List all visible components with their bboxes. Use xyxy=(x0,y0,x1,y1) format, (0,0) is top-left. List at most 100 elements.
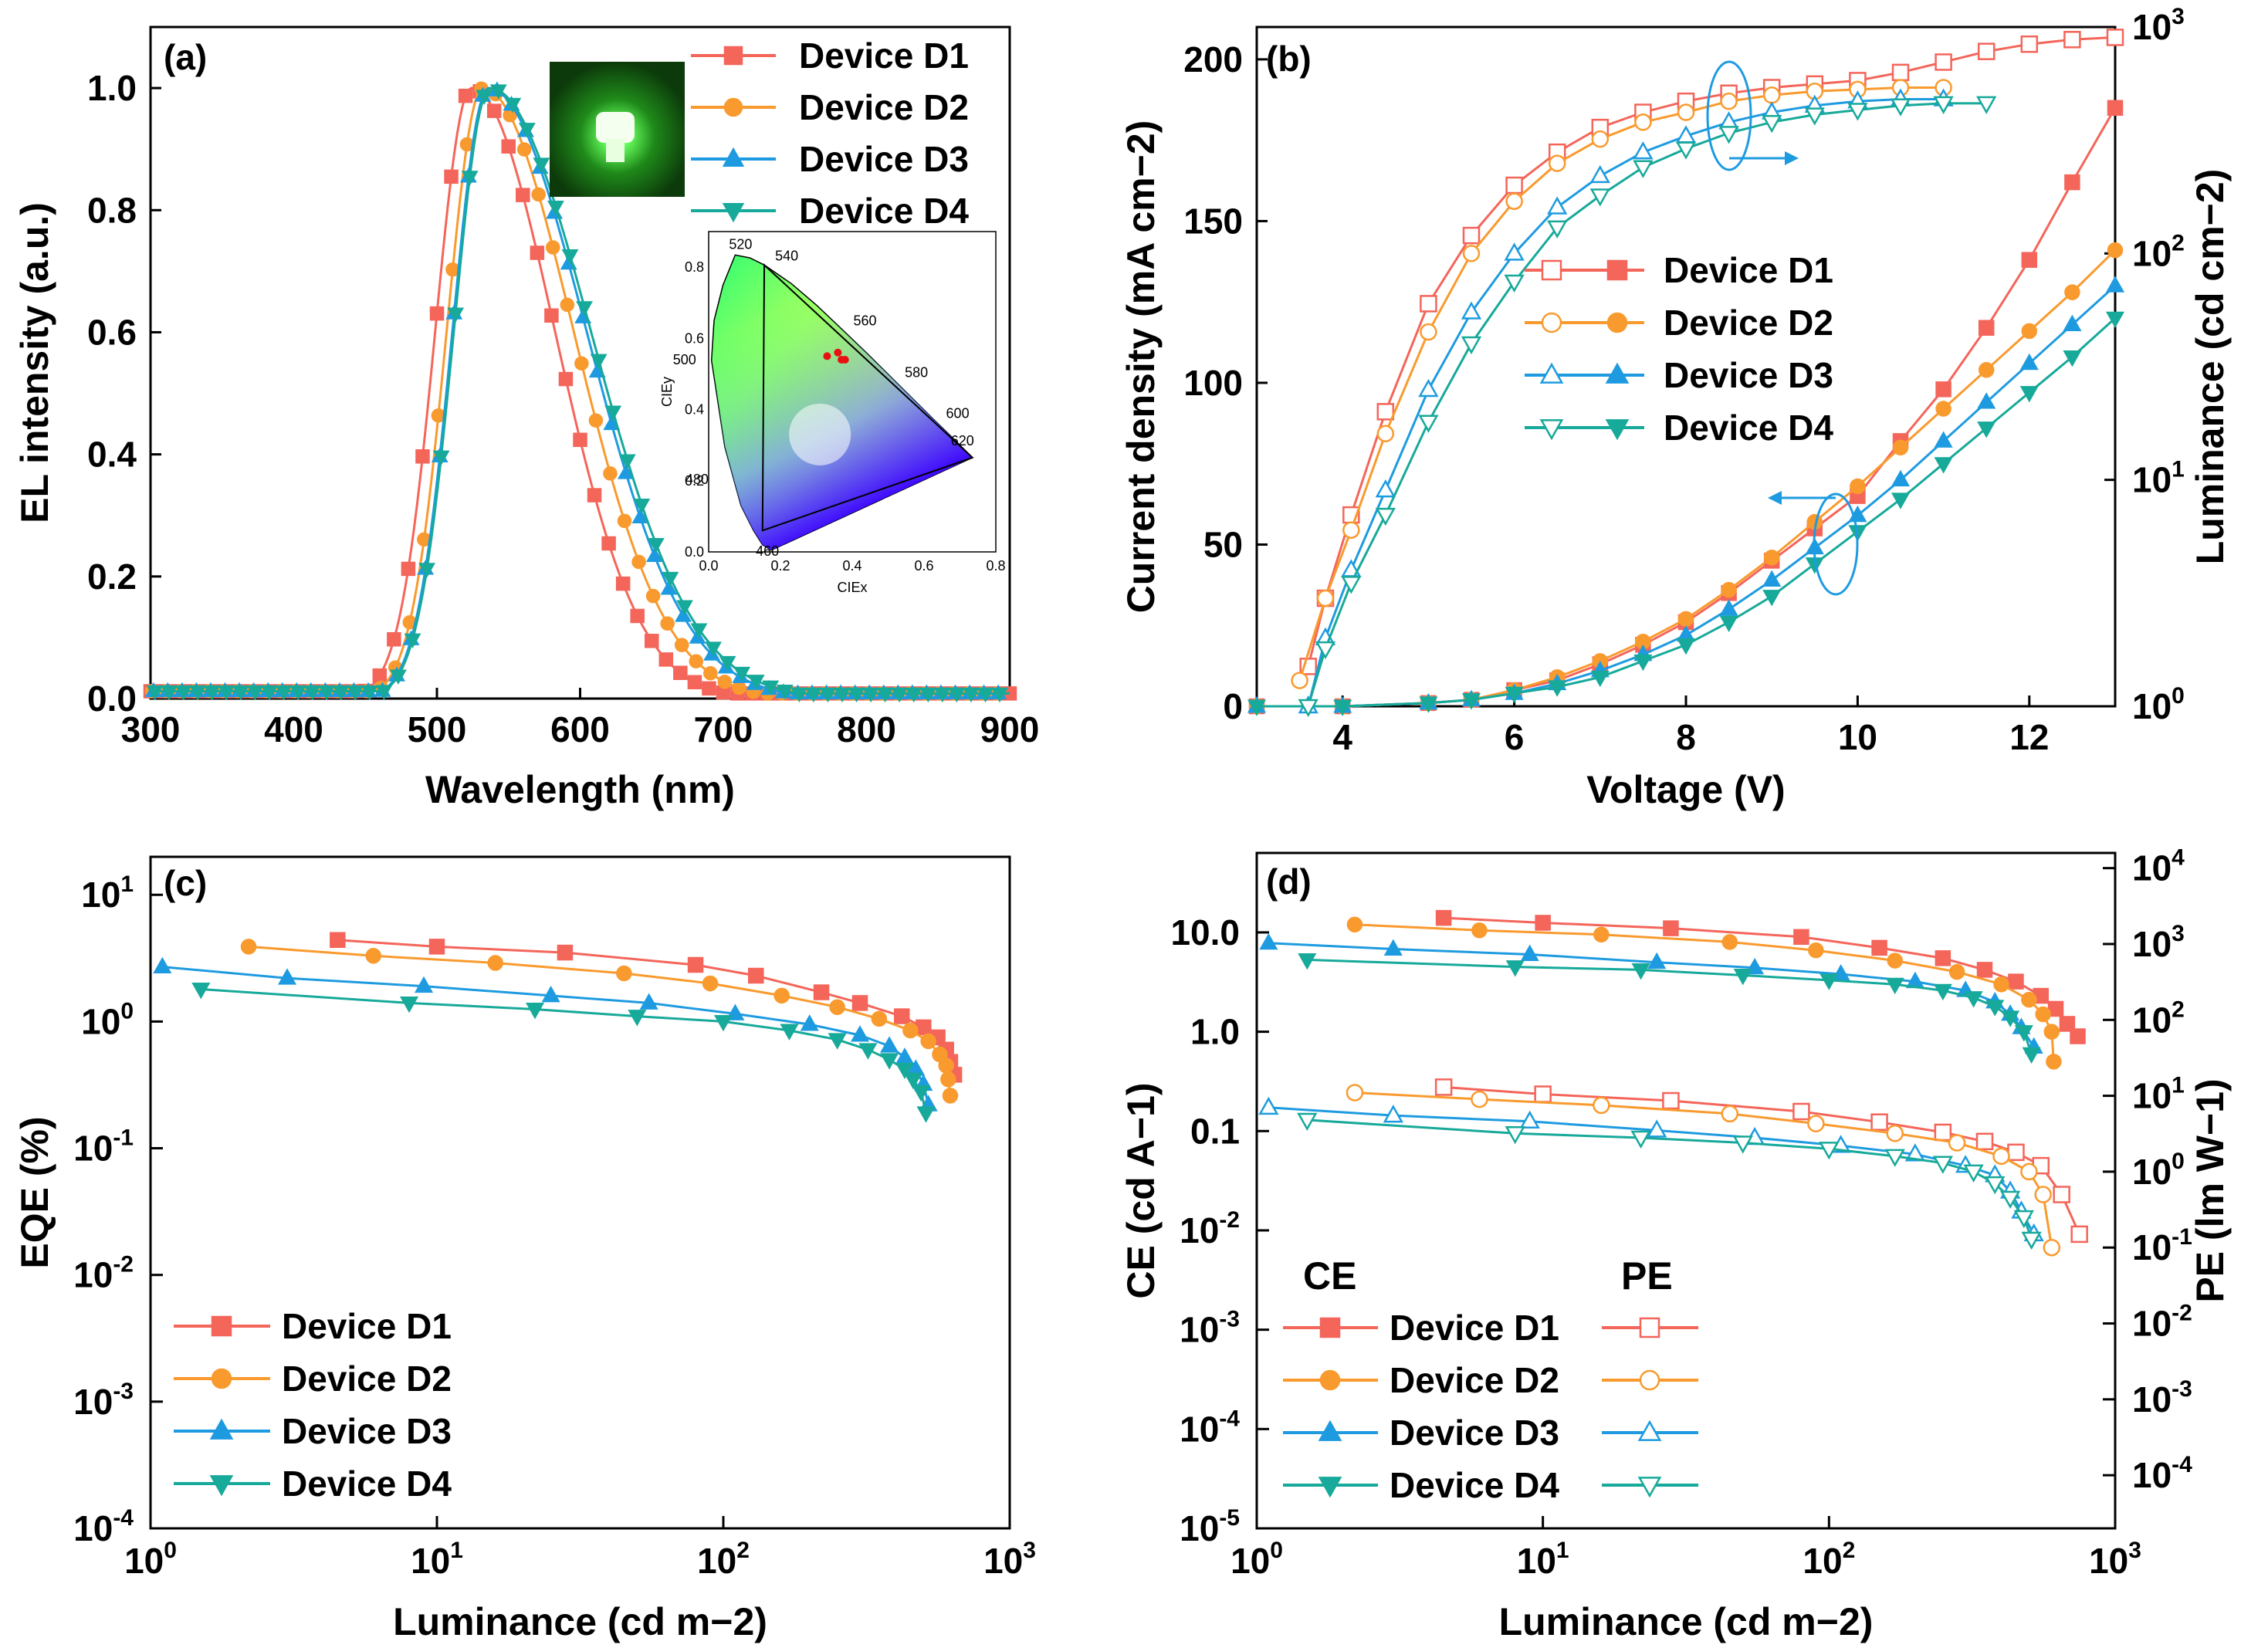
data-point xyxy=(1375,479,1396,498)
data-point xyxy=(1291,672,1308,689)
data-point xyxy=(387,632,401,647)
data-point xyxy=(2046,1054,2062,1070)
data-point xyxy=(645,588,661,604)
data-point xyxy=(1719,599,1738,616)
data-point xyxy=(1948,1134,1966,1152)
ce-line xyxy=(1307,958,2033,1054)
panel-c: 100 101 102 103 10-4 10-3 10-2 10-1 100 101 Lumina… xyxy=(13,855,1036,1643)
data-point xyxy=(645,634,659,648)
data-point xyxy=(2063,350,2082,367)
data-point xyxy=(1721,1105,1739,1123)
legend-marker xyxy=(1318,1420,1342,1441)
y-tick-label: 0.4 xyxy=(87,435,137,475)
data-point xyxy=(261,685,278,701)
x-tick-label: 103 xyxy=(2089,1538,2141,1581)
data-point xyxy=(1298,699,1318,718)
data-point xyxy=(547,201,564,216)
data-point xyxy=(1471,922,1488,939)
data-point xyxy=(1589,164,1610,184)
data-point xyxy=(702,681,716,696)
legend-label: Device D3 xyxy=(799,139,969,179)
data-point xyxy=(893,1008,910,1024)
pe-line xyxy=(1268,1106,2036,1235)
data-point xyxy=(232,685,249,701)
data-point xyxy=(1976,96,1997,114)
data-point xyxy=(1847,103,1868,121)
legend: CE PE Device D1 Device D2 Device D3 Device D4 xyxy=(1283,1254,1698,1505)
data-point xyxy=(2070,1028,2086,1044)
data-point xyxy=(1505,176,1523,195)
data-point xyxy=(991,687,1008,703)
data-point xyxy=(1935,53,1952,71)
data-point xyxy=(1963,1164,1984,1183)
x-tick-label: 103 xyxy=(983,1538,1036,1581)
data-point xyxy=(1677,103,1695,121)
data-point xyxy=(1999,1190,2021,1210)
luminance-line xyxy=(1307,102,1987,707)
y-tick-label: 10.0 xyxy=(1170,912,1240,953)
data-point xyxy=(574,356,589,371)
data-point xyxy=(732,680,746,695)
y2-tick-label: 100 xyxy=(2132,1149,2185,1192)
data-point xyxy=(558,371,574,387)
data-point xyxy=(662,571,679,587)
legend-label: Device D3 xyxy=(282,1411,452,1451)
legend-label: Device D4 xyxy=(1664,408,1833,448)
legend-label: Device D2 xyxy=(1664,303,1833,343)
data-point xyxy=(2013,1210,2034,1229)
y2-tick-label: 10-1 xyxy=(2132,1224,2192,1267)
legend: Device D1 Device D2 Device D3 Device D4 xyxy=(174,1306,452,1504)
cie-frame xyxy=(708,231,997,553)
legend-label: Device D2 xyxy=(1390,1360,1559,1400)
legend-label: Device D4 xyxy=(1390,1465,1559,1505)
y2-axis-title: PE (lm W−1) xyxy=(2188,1078,2232,1302)
legend-marker xyxy=(1639,1369,1660,1391)
data-point xyxy=(942,1088,959,1104)
cie-y-label: CIEy xyxy=(659,377,675,407)
y2-tick-label: 104 xyxy=(2132,845,2185,888)
data-point xyxy=(1418,415,1439,433)
data-point xyxy=(1504,242,1525,261)
data-point xyxy=(476,90,493,105)
data-point xyxy=(401,561,416,577)
data-point xyxy=(1891,469,1911,487)
data-point xyxy=(1964,991,1983,1008)
y-tick-label: 0.8 xyxy=(87,190,137,230)
current-guide-arrowhead xyxy=(1768,491,1782,505)
x-tick-label: 101 xyxy=(1517,1538,1569,1581)
data-point xyxy=(1631,963,1650,980)
data-point xyxy=(2022,1047,2041,1064)
data-point xyxy=(800,1014,819,1031)
data-point xyxy=(631,554,646,570)
data-point xyxy=(516,188,530,202)
data-point xyxy=(689,654,704,669)
panel-label: (d) xyxy=(1266,861,1312,902)
data-point xyxy=(1721,934,1738,950)
x-tick-label: 100 xyxy=(124,1538,177,1581)
data-point xyxy=(332,685,350,701)
data-point xyxy=(1978,361,1995,378)
data-point xyxy=(639,993,658,1010)
data-point xyxy=(504,97,522,113)
data-point xyxy=(851,995,868,1011)
data-point xyxy=(1434,1078,1453,1096)
data-point xyxy=(2020,1162,2038,1181)
data-point xyxy=(1891,492,1911,509)
y2-tick-label: 100 xyxy=(2132,683,2185,726)
data-point xyxy=(516,142,532,157)
data-point xyxy=(938,1057,954,1074)
data-point xyxy=(1762,590,1782,607)
data-point xyxy=(487,955,503,971)
legend: Device D1 Device D2 Device D3 Device D4 xyxy=(1525,250,1833,448)
legend-marker xyxy=(1539,362,1564,384)
legend-label: Device D1 xyxy=(799,36,969,76)
legend-label: Device D3 xyxy=(1390,1413,1559,1453)
x-axis-title: Voltage (V) xyxy=(1586,768,1785,811)
x-axis-title: Luminance (cd m−2) xyxy=(393,1600,767,1643)
y2-tick-label: 102 xyxy=(2132,230,2185,273)
data-point xyxy=(1375,507,1396,526)
legend-label: Device D2 xyxy=(282,1359,452,1399)
data-point xyxy=(828,1033,847,1050)
data-point xyxy=(618,454,636,469)
data-point xyxy=(415,449,430,464)
